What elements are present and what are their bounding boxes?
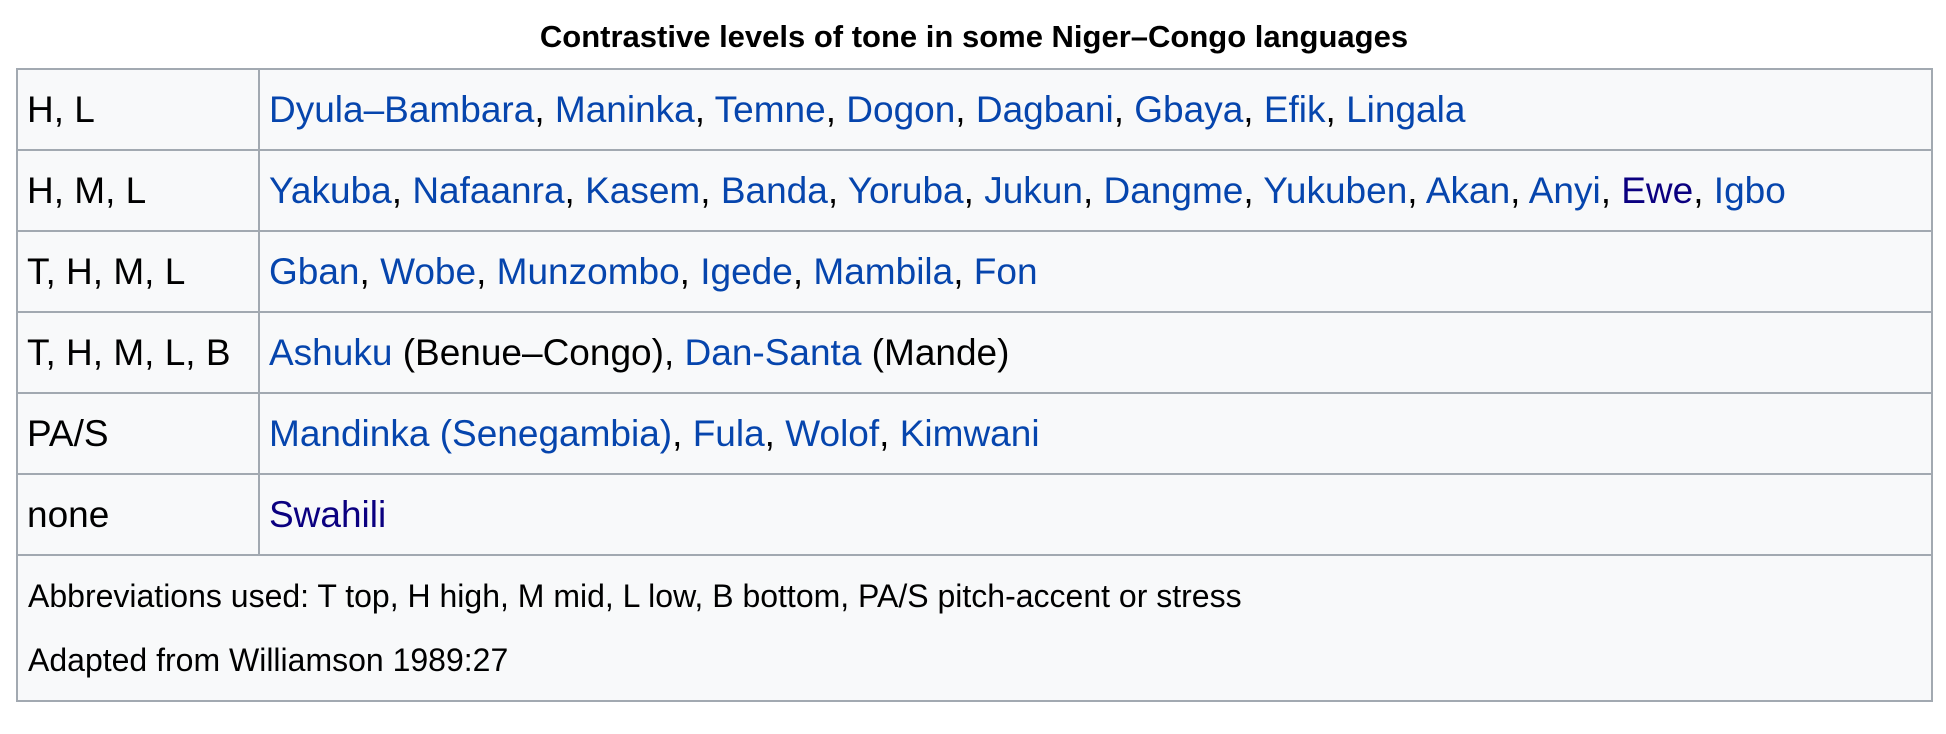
- list-separator: ,: [955, 88, 976, 130]
- table-row-notes: Abbreviations used: T top, H high, M mid…: [16, 554, 1933, 702]
- language-link[interactable]: Fula: [692, 412, 765, 454]
- tone-levels-cell: T, H, M, L: [16, 230, 260, 313]
- language-link[interactable]: Kasem: [585, 169, 701, 211]
- language-link[interactable]: Wolof: [785, 412, 880, 454]
- list-separator: ,: [564, 169, 586, 211]
- language-link[interactable]: Dan-Santa: [684, 331, 862, 373]
- tone-levels-cell: H, L: [16, 68, 260, 151]
- language-link[interactable]: Ewe: [1621, 169, 1694, 211]
- tone-levels-cell: H, M, L: [16, 149, 260, 232]
- table-row: T, H, M, L Gban, Wobe, Munzombo, Igede, M…: [16, 230, 1933, 313]
- languages-cell: Swahili: [258, 473, 1933, 556]
- list-separator: ,: [792, 250, 814, 292]
- list-separator: ,: [1243, 169, 1264, 211]
- language-link[interactable]: Dangme: [1103, 169, 1244, 211]
- language-link[interactable]: Yakuba: [269, 169, 392, 211]
- source-note: Adapted from Williamson 1989:27: [28, 642, 509, 678]
- language-link[interactable]: Dogon: [846, 88, 956, 130]
- notes-cell: Abbreviations used: T top, H high, M mid…: [16, 554, 1933, 702]
- list-separator: ,: [1243, 88, 1264, 130]
- language-link[interactable]: Kimwani: [899, 412, 1040, 454]
- list-separator: ,: [672, 412, 693, 454]
- list-separator: ,: [534, 88, 555, 130]
- language-link[interactable]: Banda: [720, 169, 828, 211]
- note-spacer: [28, 616, 1921, 640]
- list-separator: ,: [1082, 169, 1104, 211]
- language-link[interactable]: Yoruba: [847, 169, 964, 211]
- table-row: PA/S Mandinka (Senegambia), Fula, Wolof, …: [16, 392, 1933, 475]
- language-link[interactable]: Mambila: [813, 250, 954, 292]
- list-separator: ,: [1407, 169, 1426, 211]
- table-row: H, M, L Yakuba, Nafaanra, Kasem, Banda, Y…: [16, 149, 1933, 232]
- language-link[interactable]: Yukuben: [1263, 169, 1408, 211]
- list-separator: ,: [663, 331, 685, 373]
- languages-cell: Ashuku (Benue–Congo), Dan-Santa (Mande): [258, 311, 1933, 394]
- list-separator: ,: [700, 169, 721, 211]
- language-link[interactable]: Lingala: [1346, 88, 1466, 130]
- language-link[interactable]: Efik: [1263, 88, 1326, 130]
- language-link[interactable]: Jukun: [984, 169, 1083, 211]
- tone-levels-cell: T, H, M, L, B: [16, 311, 260, 394]
- languages-cell: Yakuba, Nafaanra, Kasem, Banda, Yoruba, …: [258, 149, 1933, 232]
- list-separator: ,: [679, 250, 701, 292]
- languages-cell: Gban, Wobe, Munzombo, Igede, Mambila, Fo…: [258, 230, 1933, 313]
- list-separator: ,: [1510, 169, 1529, 211]
- table-row: none Swahili: [16, 473, 1933, 556]
- table-caption: Contrastive levels of tone in some Niger…: [539, 19, 1409, 54]
- language-family-note: (Mande): [861, 331, 1010, 373]
- list-separator: ,: [391, 169, 413, 211]
- language-link[interactable]: Anyi: [1528, 169, 1601, 211]
- languages-cell: Dyula–Bambara, Maninka, Temne, Dogon, Da…: [258, 68, 1933, 151]
- language-link[interactable]: Dagbani: [975, 88, 1114, 130]
- abbreviations-note: Abbreviations used: T top, H high, M mid…: [28, 578, 1242, 614]
- language-link[interactable]: Maninka: [554, 88, 695, 130]
- language-link[interactable]: Temne: [714, 88, 826, 130]
- language-link[interactable]: Dyula–Bambara: [269, 88, 535, 130]
- language-link[interactable]: Wobe: [380, 250, 477, 292]
- language-link[interactable]: Gbaya: [1134, 88, 1244, 130]
- list-separator: ,: [827, 169, 848, 211]
- table-body: H, L Dyula–Bambara, Maninka, Temne, Dogon…: [16, 68, 1933, 702]
- tone-levels-cell: PA/S: [16, 392, 260, 475]
- language-link[interactable]: Munzombo: [496, 250, 680, 292]
- table-row: H, L Dyula–Bambara, Maninka, Temne, Dogon…: [16, 68, 1933, 151]
- list-separator: ,: [476, 250, 497, 292]
- list-separator: ,: [825, 88, 847, 130]
- list-separator: ,: [879, 412, 900, 454]
- list-separator: ,: [694, 88, 715, 130]
- list-separator: ,: [963, 169, 985, 211]
- language-link[interactable]: Igede: [700, 250, 793, 292]
- tone-levels-cell: none: [16, 473, 260, 556]
- table-row: T, H, M, L, B Ashuku (Benue–Congo), Dan-S…: [16, 311, 1933, 394]
- list-separator: ,: [359, 250, 381, 292]
- list-separator: ,: [1113, 88, 1135, 130]
- language-link[interactable]: Gban: [269, 250, 360, 292]
- list-separator: ,: [1325, 88, 1347, 130]
- tone-levels-table: H, L Dyula–Bambara, Maninka, Temne, Dogon…: [16, 68, 1933, 702]
- language-link[interactable]: Swahili: [269, 493, 387, 535]
- list-separator: ,: [764, 412, 786, 454]
- list-separator: ,: [1693, 169, 1714, 211]
- language-link[interactable]: Igbo: [1713, 169, 1786, 211]
- list-separator: ,: [953, 250, 974, 292]
- language-link[interactable]: Mandinka (Senegambia): [269, 412, 673, 454]
- language-link[interactable]: Akan: [1425, 169, 1511, 211]
- list-separator: ,: [1600, 169, 1622, 211]
- language-link[interactable]: Ashuku: [269, 331, 393, 373]
- language-family-note: (Benue–Congo): [392, 331, 664, 373]
- language-link[interactable]: Nafaanra: [412, 169, 565, 211]
- languages-cell: Mandinka (Senegambia), Fula, Wolof, Kimw…: [258, 392, 1933, 475]
- language-link[interactable]: Fon: [973, 250, 1038, 292]
